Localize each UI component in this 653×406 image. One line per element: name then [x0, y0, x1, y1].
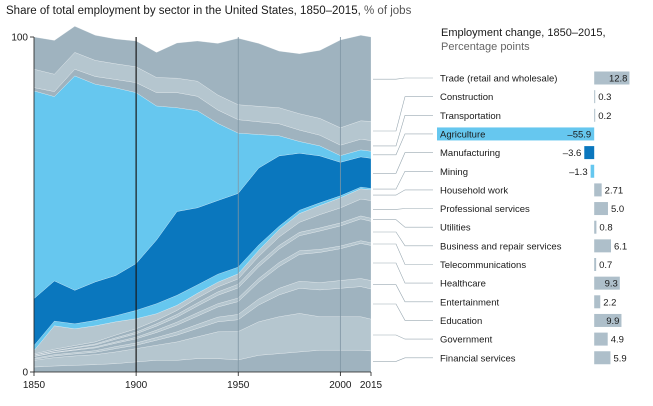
leader-government	[373, 334, 433, 340]
value-label-6: 2.71	[605, 185, 624, 196]
bar-15	[594, 351, 611, 365]
y-axis: 0 100	[11, 33, 35, 379]
category-label-13: Education	[440, 316, 482, 327]
category-label-4: Manufacturing	[440, 148, 500, 159]
category-label-11: Healthcare	[440, 279, 486, 290]
category-label-3: Agriculture	[440, 129, 485, 140]
leader-transportation	[373, 115, 433, 147]
bar-11	[594, 276, 620, 290]
y-tick-label-100: 100	[11, 33, 28, 44]
bar-9	[594, 239, 611, 253]
bar-4	[584, 146, 595, 160]
area-layers	[33, 26, 372, 373]
change-title: Employment change, 1850–2015,	[441, 27, 606, 39]
category-label-15: Financial services	[440, 353, 516, 364]
leader-entertainment	[373, 284, 433, 303]
x-tick-label-1850: 1850	[23, 380, 46, 391]
category-label-2: Transportation	[440, 111, 501, 122]
x-tick-label-2015: 2015	[360, 380, 383, 391]
leader-agriculture	[373, 133, 433, 156]
value-label-9: 6.1	[614, 241, 627, 252]
value-label-8: 0.8	[599, 223, 612, 234]
change-subtitle: Percentage points	[441, 41, 530, 53]
category-label-10: Telecommunications	[440, 260, 526, 271]
x-axis: 1850 1900 1950 2000 2015	[23, 371, 383, 391]
category-label-9: Business and repair services	[440, 241, 562, 252]
leader-telecom	[373, 243, 433, 265]
value-label-3: –55.9	[567, 129, 591, 140]
chart-title-text: Share of total employment by sector in t…	[6, 5, 361, 17]
category-label-0: Trade (retail and wholesale)	[440, 74, 557, 85]
value-label-14: 4.9	[611, 335, 624, 346]
value-label-5: –1.3	[569, 167, 588, 178]
bar-5	[590, 164, 595, 178]
bar-7	[594, 202, 608, 216]
leader-household	[373, 189, 433, 196]
x-tick-label-1900: 1900	[125, 380, 148, 391]
bar-14	[594, 332, 608, 346]
x-tick-label-1950: 1950	[227, 380, 250, 391]
year-gridlines	[135, 37, 341, 372]
leader-business	[373, 231, 433, 247]
leader-utilities	[373, 219, 433, 228]
chart-title: Share of total employment by sector in t…	[6, 5, 411, 17]
category-label-8: Utilities	[440, 223, 471, 234]
value-label-13: 9.9	[606, 316, 619, 327]
value-label-4: –3.6	[563, 148, 582, 159]
bar-2	[594, 108, 596, 122]
value-label-11: 9.3	[605, 279, 618, 290]
leader-professional	[373, 208, 433, 210]
category-label-12: Entertainment	[440, 297, 500, 308]
category-label-5: Mining	[440, 167, 468, 178]
leader-manufacturing	[373, 152, 433, 174]
category-label-14: Government	[440, 335, 493, 346]
leader-construction	[373, 96, 433, 132]
chart-unit: % of jobs	[364, 5, 412, 17]
value-label-2: 0.2	[598, 111, 611, 122]
change-panel-title: Employment change, 1850–2015, Percentage…	[441, 26, 606, 54]
value-label-7: 5.0	[611, 204, 624, 215]
y-tick-label-0: 0	[22, 368, 28, 379]
bar-12	[594, 295, 601, 309]
value-label-12: 2.2	[603, 297, 616, 308]
category-label-7: Professional services	[440, 204, 530, 215]
highlight-band	[437, 127, 595, 141]
bar-10	[594, 258, 597, 271]
bar-8	[594, 220, 597, 234]
bar-6	[594, 183, 602, 197]
leader-education	[373, 303, 433, 321]
leader-healthcare	[373, 262, 433, 284]
category-label-6: Household work	[440, 185, 508, 196]
change-bars: Trade (retail and wholesale) 12.8 Construc…	[437, 71, 630, 365]
leader-financial	[373, 357, 433, 362]
leader-trade	[373, 77, 433, 80]
leader-lines	[373, 77, 433, 362]
value-label-10: 0.7	[599, 260, 612, 271]
category-label-1: Construction	[440, 92, 493, 103]
value-label-1: 0.3	[598, 92, 611, 103]
bar-0	[594, 71, 630, 85]
x-tick-label-2000: 2000	[329, 380, 352, 391]
value-label-0: 12.8	[609, 74, 628, 85]
bar-1	[594, 90, 596, 104]
value-label-15: 5.9	[613, 353, 626, 364]
leader-mining	[373, 171, 433, 190]
bar-13	[594, 313, 622, 327]
